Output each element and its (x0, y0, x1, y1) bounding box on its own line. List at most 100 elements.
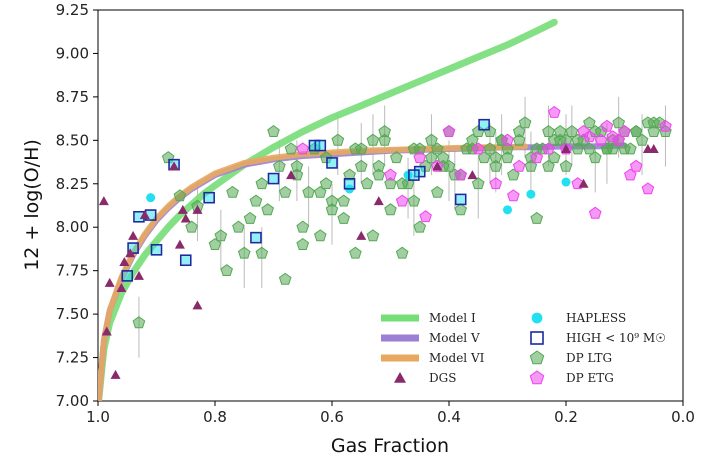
point-dp-ltg (571, 142, 584, 155)
point-dp-ltg (314, 185, 327, 198)
point-dgs (192, 300, 203, 310)
point-dp-ltg (261, 203, 274, 216)
y-tick-label: 8.25 (56, 175, 89, 193)
point-dgs (561, 144, 571, 154)
point-dp-ltg (390, 151, 403, 164)
point-dp-ltg (542, 124, 555, 137)
point-dp-ltg (431, 185, 444, 198)
point-high-10-9-m-sun (127, 242, 139, 254)
legend-swatch-high-10-m (530, 331, 544, 345)
point-dp-ltg (565, 124, 579, 137)
point-dp-ltg (384, 177, 397, 190)
point-dgs (169, 161, 180, 171)
point-dgs (119, 256, 130, 266)
point-dgs (174, 239, 185, 249)
point-dgs (104, 277, 115, 287)
point-high-10-9-m-sun-fill (146, 211, 155, 220)
point-dp-etg (489, 177, 503, 190)
point-dp-etg (612, 133, 625, 146)
point-dp-ltg (629, 124, 643, 137)
point-dp-etg (659, 119, 672, 132)
point-hapless (146, 193, 156, 203)
x-tick-label: 1.0 (86, 408, 110, 426)
point-dp-ltg (548, 133, 561, 146)
point-dp-etg (624, 168, 637, 181)
legend-label-high-10-m: HIGH < 10⁹ M☉ (566, 331, 666, 345)
axes: 1.0 0.8 0.6 0.4 0.2 0.0 7.00 7.25 7.50 7.75 8.00 8.… (56, 1, 695, 426)
point-dp-ltg (273, 159, 286, 172)
point-dp-etg (501, 133, 514, 146)
point-dgs (116, 283, 127, 293)
point-high-10-9-m-sun (150, 244, 163, 256)
point-dp-ltg (583, 142, 596, 155)
point-high-10-9-m-sun-fill (251, 233, 260, 242)
legend-swatch-dgs (394, 372, 406, 383)
point-dp-ltg (635, 133, 649, 146)
point-high-10-9-m-sun-fill (409, 171, 418, 180)
point-high-10-9-m-sun (454, 193, 467, 206)
point-hapless (561, 177, 571, 187)
point-dp-ltg (588, 151, 602, 164)
y-tick-label: 9.25 (56, 1, 89, 19)
point-dp-ltg (407, 194, 421, 207)
point-high-10-9-m-sun-fill (134, 212, 143, 221)
point-dgs (373, 196, 384, 206)
point-dp-ltg (255, 177, 269, 190)
point-dp-ltg (296, 237, 310, 250)
x-tick-label: 0.4 (437, 408, 461, 426)
point-dp-ltg (483, 142, 497, 155)
point-high-10-9-m-sun-fill (328, 158, 336, 167)
point-high-10-9-m-sun-fill (129, 244, 138, 253)
point-dp-ltg (454, 203, 467, 216)
y-axis-title: 12 + log(O/H) (21, 139, 43, 271)
point-dp-ltg (384, 203, 397, 216)
point-dp-ltg (354, 159, 368, 172)
point-high-10-9-m-sun-fill (152, 245, 161, 254)
point-dgs (648, 144, 659, 154)
point-dp-ltg (337, 211, 350, 224)
point-dp-etg (588, 206, 602, 219)
point-dgs (432, 161, 443, 171)
point-dp-ltg (296, 220, 310, 233)
point-dp-ltg (530, 211, 544, 224)
legend-swatch-dp-ltg (529, 350, 545, 365)
point-dp-ltg (284, 142, 298, 155)
point-high-10-9-m-sun-fill (205, 193, 214, 202)
point-dp-ltg (647, 116, 661, 129)
point-dp-etg (512, 159, 526, 172)
point-dgs (177, 204, 188, 214)
point-dp-ltg (372, 168, 386, 181)
point-dp-etg (454, 168, 467, 181)
point-dp-etg (413, 151, 427, 164)
point-dp-ltg (512, 124, 526, 137)
point-dp-ltg (249, 194, 263, 207)
point-dp-ltg (232, 220, 245, 233)
point-high-10-9-m-sun (408, 169, 420, 181)
point-dp-ltg (378, 133, 391, 146)
point-dgs (192, 204, 203, 214)
point-high-10-9-m-sun-fill (181, 256, 190, 265)
legend-label-model-i: Model I (429, 311, 476, 325)
point-high-10-9-m-sun (267, 172, 280, 185)
point-dp-etg (600, 119, 614, 132)
point-high-10-9-m-sun-fill (415, 167, 424, 176)
model-curve-model-vi (98, 143, 528, 401)
x-axis-title: Gas Fraction (331, 435, 449, 457)
legend-label-model-vi: Model VI (429, 351, 485, 365)
point-dp-ltg (471, 177, 485, 190)
data-points (98, 105, 672, 379)
point-dgs (180, 213, 191, 223)
point-dgs (139, 210, 150, 220)
point-high-10-9-m-sun (121, 270, 134, 282)
point-dp-etg (442, 124, 456, 137)
point-dp-ltg (618, 142, 631, 155)
point-high-10-9-m-sun-fill (316, 141, 325, 150)
point-dp-ltg (606, 142, 620, 155)
point-dp-ltg (173, 189, 187, 202)
point-dp-ltg (512, 133, 526, 146)
point-high-10-9-m-sun (203, 191, 215, 204)
point-dp-ltg (524, 159, 538, 172)
point-high-10-9-m-sun-fill (456, 195, 465, 204)
point-dp-etg (583, 130, 596, 143)
